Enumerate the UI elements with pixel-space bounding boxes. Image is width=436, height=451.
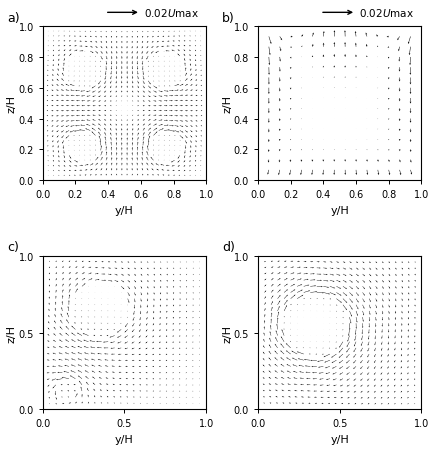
X-axis label: y/H: y/H — [330, 434, 349, 444]
X-axis label: y/H: y/H — [115, 205, 134, 215]
Y-axis label: z/H: z/H — [7, 95, 17, 113]
Text: b): b) — [222, 12, 235, 25]
X-axis label: y/H: y/H — [115, 434, 134, 444]
Y-axis label: z/H: z/H — [7, 324, 17, 342]
Y-axis label: z/H: z/H — [222, 95, 232, 113]
Text: c): c) — [7, 240, 19, 253]
X-axis label: y/H: y/H — [330, 205, 349, 215]
Text: $0.02\mathit{U}$$\mathrm{max}$: $0.02\mathit{U}$$\mathrm{max}$ — [359, 7, 414, 19]
Y-axis label: z/H: z/H — [222, 324, 232, 342]
Text: d): d) — [222, 240, 235, 253]
Text: $0.02\mathit{U}$$\mathrm{max}$: $0.02\mathit{U}$$\mathrm{max}$ — [144, 7, 199, 19]
Text: a): a) — [7, 12, 19, 25]
